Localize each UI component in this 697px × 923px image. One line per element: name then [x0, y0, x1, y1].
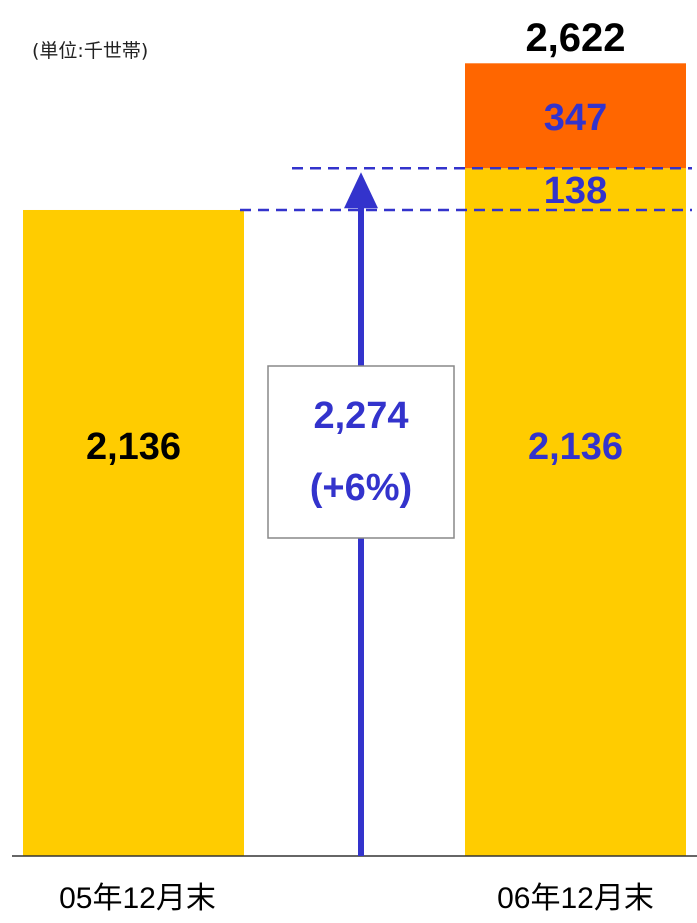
annotation-box — [267, 365, 455, 539]
bar-added-segment-1 — [465, 168, 686, 210]
annotation-text: 2,274 — [313, 395, 408, 437]
bar-value-label: 347 — [544, 97, 607, 139]
growth-arrow-head — [344, 172, 378, 209]
bar-base-segment-0 — [23, 209, 244, 856]
bar-value-label: 2,136 — [528, 426, 623, 468]
annotation-text: (+6%) — [310, 467, 412, 509]
x-tick-label: 06年12月末 — [497, 882, 654, 915]
bar-increase-segment-1 — [465, 63, 686, 169]
bar-value-label: 2,136 — [86, 426, 181, 468]
bar-total-label: 2,622 — [525, 16, 625, 60]
bar-base-segment-1 — [465, 209, 686, 856]
x-tick-label: 05年12月末 — [59, 882, 216, 915]
bar-value-label: 138 — [544, 170, 607, 212]
unit-label: (単位:千世帯) — [32, 40, 149, 62]
